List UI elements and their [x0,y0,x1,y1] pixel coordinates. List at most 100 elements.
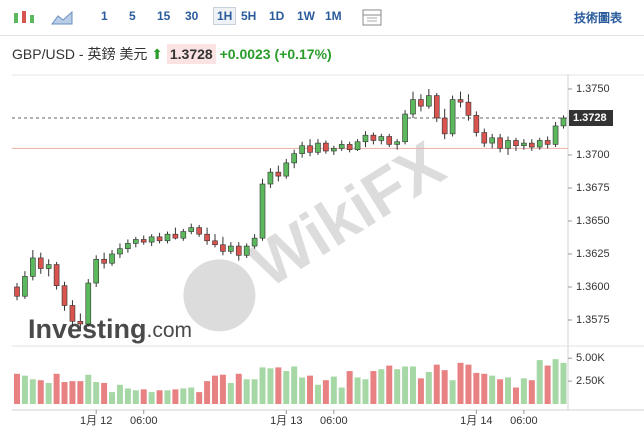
volume-bar [417,378,424,404]
volume-bar [251,379,258,404]
candle-body [505,140,511,149]
candle-body [370,134,377,141]
volume-bar [37,380,44,404]
volume-bar [449,380,456,404]
instrument-title: GBP/USD - 英鎊 美元 [12,46,148,62]
candle-body [386,136,393,145]
x-tick-label: 1月 12 [80,415,112,427]
candle-body [164,233,171,242]
volume-bar [124,388,131,404]
candle-body [188,227,195,232]
volume-bar [53,373,60,404]
interval-button[interactable]: 30 [185,9,199,23]
x-tick-label: 06:00 [320,415,348,427]
candle-body [418,99,424,107]
volume-bar [235,373,242,404]
candle-body [37,257,44,269]
candle-icon[interactable] [10,8,40,28]
candle-body [156,236,163,242]
candle-body [449,99,456,135]
volume-bar [528,380,535,404]
candle-body [172,233,179,239]
candle-body [45,264,52,269]
volume-bar [560,362,567,404]
volume-bar [394,369,401,404]
interval-button[interactable]: 1H [213,7,237,25]
volume-bar [116,384,123,404]
candle-body [243,245,250,256]
area-icon[interactable] [50,8,74,28]
quote-header: GBP/USD - 英鎊 美元 ⬆ 1.3728 +0.0023 (+0.17%… [12,44,332,64]
volume-bar [291,366,298,404]
candle-body [426,95,432,107]
candle-body [267,171,274,185]
volume-bar [441,370,448,404]
candle-body [465,101,472,116]
last-price: 1.3728 [166,44,216,64]
interval-button[interactable]: 5 [129,9,136,23]
y-tick-label: 1.3625 [576,248,610,260]
tech-chart-link[interactable]: 技術圖表 [574,11,623,25]
volume-bar [140,389,147,404]
volume-bar [164,390,171,404]
volume-bar [101,382,108,404]
candle-body [560,117,567,127]
candle-body [117,248,123,255]
volume-bar [45,382,52,404]
change: +0.0023 [219,46,271,62]
candle-body [133,239,139,244]
table-icon[interactable] [361,8,383,28]
volume-bar [61,382,68,404]
interval-button[interactable]: 1 [101,9,108,23]
y-tick-label: 1.3675 [576,182,610,194]
candle-body [362,134,369,143]
volume-bar [489,375,496,404]
x-tick-label: 1月 14 [460,415,492,427]
volume-bar [307,375,314,404]
volume-bar [473,372,480,404]
candle-body [521,142,527,147]
volume-bar [457,362,464,404]
interval-button[interactable]: 5H [241,9,257,23]
y-tick-label: 1.3750 [576,83,610,95]
interval-button[interactable]: 1M [325,9,342,23]
candle-body [410,99,416,115]
volume-bar [204,381,211,404]
change-pct: (+0.17%) [274,46,332,62]
volume-bar [497,379,504,404]
interval-button[interactable]: 1W [297,9,315,23]
volume-bar [402,366,409,404]
volume-bar [433,364,440,404]
candle-body [101,258,107,264]
candle-body [552,125,559,145]
x-tick-label: 06:00 [510,415,538,427]
candle-body [61,285,68,306]
volume-bar [243,379,250,404]
volume-bar [362,379,369,404]
volume-bar [283,371,290,404]
volume-bar [520,378,527,404]
last-price-box [569,110,613,127]
volume-bar [21,375,28,404]
volume-bar [69,381,76,404]
interval-button[interactable]: 1D [269,9,285,23]
y-tick-label: 1.3600 [576,281,610,293]
volume-bar [330,376,337,404]
candle-body [394,141,400,145]
interval-button[interactable]: 15 [157,9,171,23]
y-tick-label: 1.3650 [576,215,610,227]
candle-body [220,244,226,252]
volume-bar [77,381,84,404]
candle-body [22,276,28,297]
candle-body [14,286,20,297]
investing-logo: Investing.com [28,314,192,344]
volume-bar [465,364,472,404]
volume-bar [481,373,488,404]
candle-body [235,245,242,256]
candle-body [513,140,519,147]
volume-bar [267,368,274,404]
volume-bar [212,375,218,404]
volume-bar [14,373,20,404]
candle-body [323,142,329,152]
